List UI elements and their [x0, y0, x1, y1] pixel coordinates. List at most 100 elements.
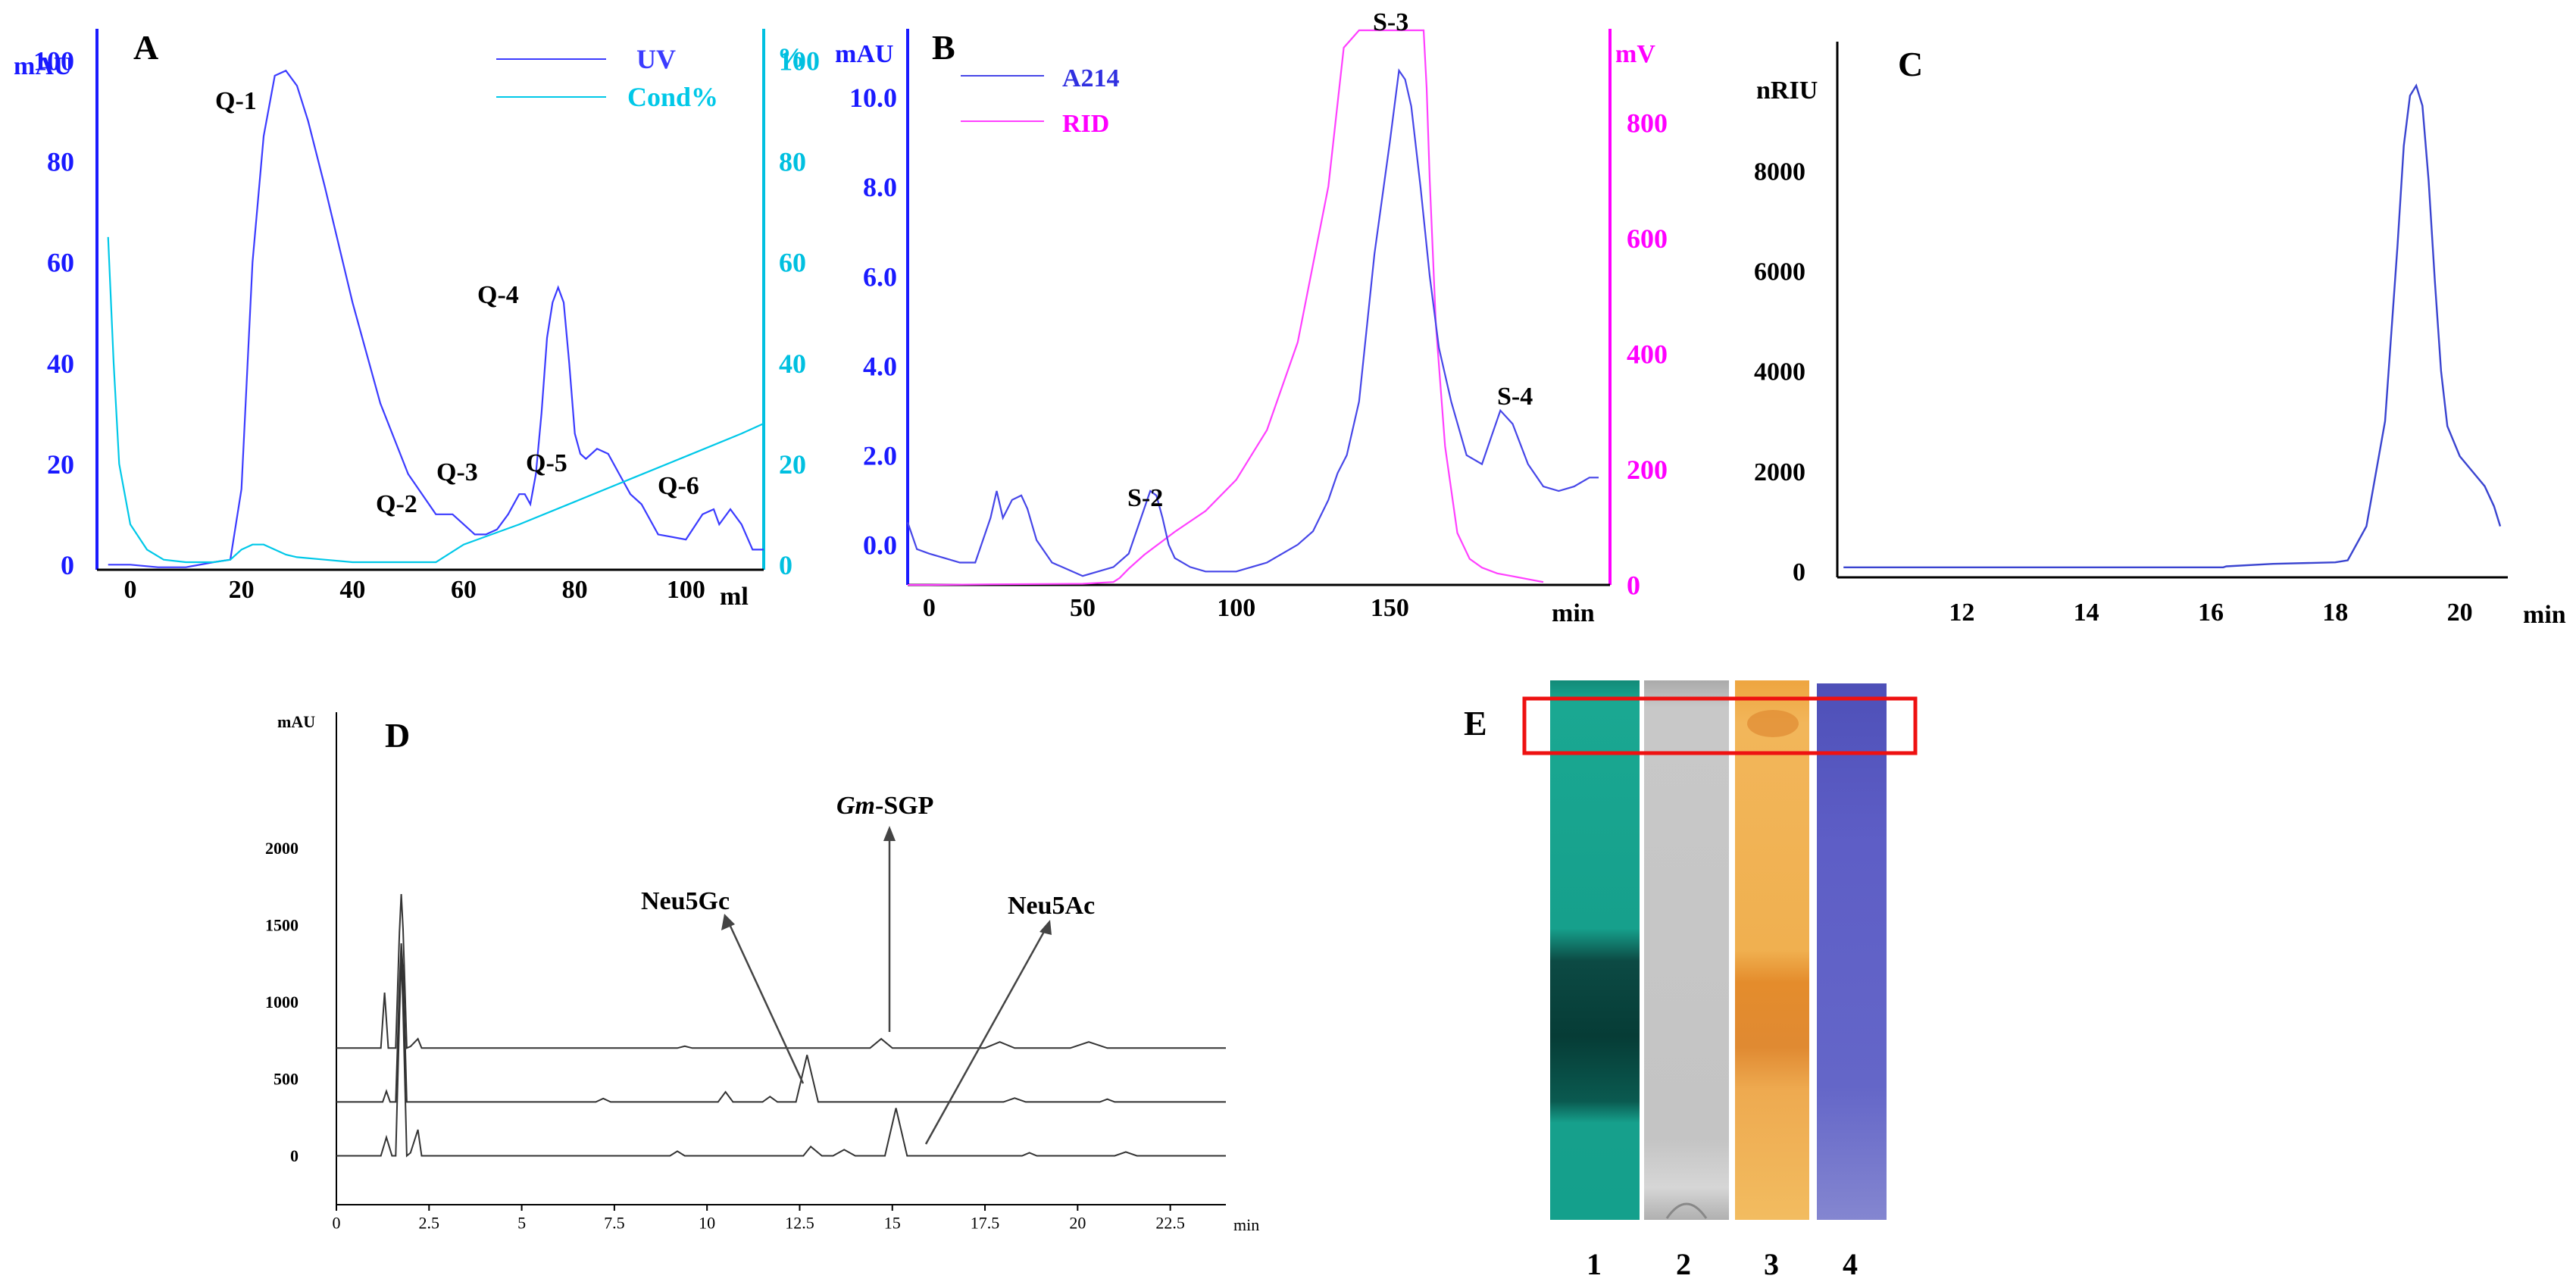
panel-c-y-tick-label: 8000	[1754, 158, 1805, 186]
panel-d-x-tick-label: 7.5	[604, 1214, 625, 1233]
series-cond-line	[107, 236, 764, 564]
series-uv-line	[108, 69, 764, 568]
lane-3-strip	[1735, 680, 1809, 1220]
label-neu5gc: Neu5Gc	[641, 887, 730, 915]
panel-b-letter: B	[932, 28, 955, 67]
panel-c-x-tick-label: 14	[2074, 599, 2099, 627]
panel-b-left-ticks: 0.0 2.0 4.0 6.0 8.0 10.0	[849, 83, 897, 560]
panel-c-y-tick-label: 0	[1793, 558, 1805, 586]
legend-cond-label: Cond%	[627, 82, 718, 112]
panel-a-left-tick-label: 100	[33, 46, 74, 77]
panel-b-x-tick-label: 100	[1217, 594, 1255, 622]
label-sgp-suffix: -SGP	[875, 792, 933, 820]
panel-c-xlabel: min	[2523, 601, 2566, 629]
panel-d-x-tick-label: 15	[884, 1214, 901, 1233]
lane-2-arc	[1665, 1202, 1708, 1219]
lane-1-label: 1	[1587, 1247, 1602, 1281]
panel-c-x-tick-label: 16	[2198, 599, 2224, 627]
arrow-neu5gc	[727, 922, 805, 1084]
panel-a-legend: UV Cond%	[496, 44, 718, 112]
peak-label-q6: Q-6	[658, 472, 699, 500]
series-rid-line	[908, 29, 1544, 586]
panel-a-left-tick-label: 80	[47, 147, 74, 177]
panel-b-left-tick-label: 2.0	[863, 440, 897, 471]
panel-a-x-tick-label: 40	[339, 576, 365, 604]
panel-a-x-tick-label: 20	[229, 576, 255, 604]
panel-a-right-tick-label: 0	[779, 550, 792, 580]
panel-b-left-tick-label: 4.0	[863, 351, 897, 381]
panel-c-ylabel: nRIU	[1756, 77, 1818, 105]
panel-a-right-tick-label: 80	[779, 147, 806, 177]
panel-b-left-tick-label: 0.0	[863, 530, 897, 560]
legend-a214-label: A214	[1062, 64, 1120, 92]
peak-label-q2: Q-2	[376, 490, 417, 518]
series-nriu-line	[1843, 83, 2502, 568]
panel-c-letter: C	[1898, 45, 1923, 83]
panel-a-x-tick-label: 0	[124, 576, 137, 604]
panel-b-right-tick-label: 0	[1627, 571, 1640, 601]
panel-c-x-ticks: 12 14 16 18 20	[1949, 599, 2473, 627]
panel-d-xlabel: min	[1233, 1215, 1259, 1234]
panel-a-x-tick-label: 60	[451, 576, 477, 604]
panel-a-left-tick-label: 20	[47, 449, 74, 480]
panel-b-ylabel-right: mV	[1615, 40, 1655, 68]
panel-a-right-tick-label: 20	[779, 449, 806, 480]
arrowhead-neu5ac-icon	[1039, 920, 1052, 935]
panel-d-y-tick-label: 500	[274, 1070, 299, 1089]
panel-b-right-tick-label: 200	[1627, 455, 1668, 485]
panel-d-x-tick-label: 2.5	[419, 1214, 440, 1233]
peak-label-s2: S-2	[1127, 484, 1163, 512]
panel-a-left-tick-label: 0	[61, 550, 74, 580]
panel-d-x-tick-label: 17.5	[971, 1214, 1000, 1233]
panel-b-x-ticks: 0 50 100 150	[923, 594, 1409, 622]
panel-b-x-tick-label: 50	[1070, 594, 1096, 622]
panel-a-x-ticks: 0 20 40 60 80 100	[124, 576, 705, 604]
panel-a: A mAU % ml 0 20 40 60 80 100 0 20 40 60 80 100 0 20…	[14, 28, 820, 611]
panel-e: E	[1464, 680, 1918, 1281]
panel-d-y-ticks: 0 500 1000 1500 2000	[265, 839, 299, 1165]
label-gm-sgp: Gm-SGP	[836, 792, 933, 820]
panel-a-left-tick-label: 40	[47, 349, 74, 379]
peak-label-s4: S-4	[1497, 383, 1533, 411]
series-a214-line	[906, 68, 1599, 577]
panel-a-left-tick-label: 60	[47, 248, 74, 278]
peak-label-q3: Q-3	[436, 458, 478, 486]
panel-b-x-tick-label: 150	[1371, 594, 1409, 622]
panel-d-x-tick-label: 5	[517, 1214, 526, 1233]
panel-c-y-tick-label: 2000	[1754, 458, 1805, 486]
panel-c-x-tick-label: 20	[2447, 599, 2473, 627]
panel-a-right-ticks: 0 20 40 60 80 100	[779, 46, 820, 580]
panel-c-y-tick-label: 6000	[1754, 258, 1805, 286]
series-neu5gc-trace	[336, 943, 1226, 1103]
panel-b-right-tick-label: 600	[1627, 224, 1668, 254]
peak-label-q4: Q-4	[477, 281, 519, 309]
panel-a-x-tick-label: 100	[667, 576, 705, 604]
panel-a-right-tick-label: 40	[779, 349, 806, 379]
series-neu5ac-trace	[336, 955, 1226, 1158]
panel-d-x-tick-label: 22.5	[1155, 1214, 1185, 1233]
panel-c-y-tick-label: 4000	[1754, 358, 1805, 386]
panel-b-xlabel: min	[1552, 599, 1595, 627]
arrow-neu5ac	[924, 928, 1047, 1145]
panel-b-right-tick-label: 800	[1627, 108, 1668, 139]
panel-b-left-tick-label: 10.0	[849, 83, 897, 113]
panel-a-letter: A	[133, 28, 158, 67]
highlight-box	[1522, 696, 1918, 755]
arrowhead-neu5gc-icon	[721, 914, 735, 930]
lane-3-top-band	[1747, 710, 1799, 737]
arrowhead-gm-sgp-icon	[883, 826, 896, 841]
peak-label-s3: S-3	[1373, 8, 1408, 36]
label-neu5ac: Neu5Ac	[1008, 892, 1095, 920]
panel-b: B mAU mV min 0.0 2.0 4.0 6.0 8.0 10.0 0 200 400…	[835, 8, 1668, 627]
panel-d-x-tick-label: 20	[1069, 1214, 1086, 1233]
panel-c-y-ticks: 0 2000 4000 6000 8000	[1754, 158, 1805, 586]
peak-label-q1: Q-1	[215, 87, 257, 115]
panel-d: D mAU min 0 500 1000 1500 2000 0 2.5 5 7.5 10 12.…	[265, 712, 1259, 1234]
panel-a-x-tick-label: 80	[562, 576, 588, 604]
panel-c-x-tick-label: 18	[2322, 599, 2348, 627]
panel-b-legend: A214 RID	[961, 64, 1120, 138]
panel-d-letter: D	[385, 716, 410, 755]
panel-a-left-ticks: 0 20 40 60 80 100	[33, 46, 74, 580]
panel-d-x-tick-label: 0	[333, 1214, 341, 1233]
